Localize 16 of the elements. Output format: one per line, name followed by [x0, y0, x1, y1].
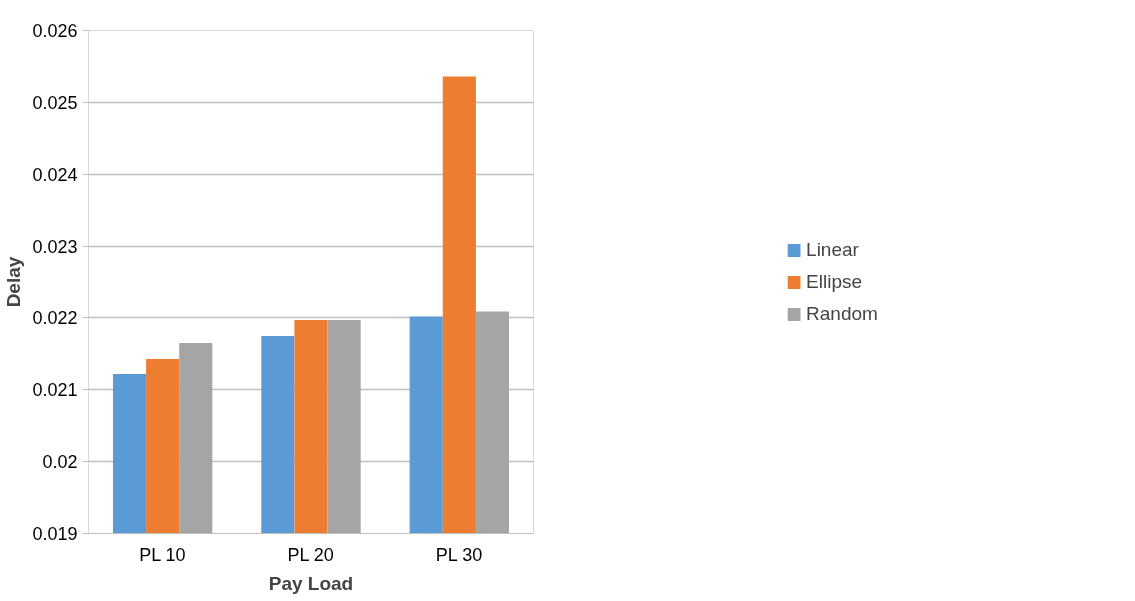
legend-label: Random	[806, 302, 878, 325]
y-tick-label: 0.026	[32, 21, 78, 41]
y-axis-title: Delay	[3, 256, 25, 308]
legend-label: Ellipse	[806, 270, 863, 293]
x-tick-label: PL 20	[287, 544, 334, 565]
y-tick-label: 0.02	[42, 452, 78, 473]
x-tick-label: PL 30	[435, 544, 483, 565]
y-tick-label: 0.025	[32, 92, 78, 113]
y-tick-label: 0.021	[32, 380, 78, 401]
x-axis-title: Pay Load	[268, 572, 354, 594]
y-tick-label: 0.022	[32, 308, 78, 329]
x-tick-label: PL 10	[139, 544, 186, 565]
y-tick-label: 0.024	[32, 164, 78, 185]
y-tick-label: 0.023	[32, 236, 78, 257]
y-tick-label: 0.019	[32, 524, 78, 544]
legend-label: Linear	[806, 238, 859, 261]
